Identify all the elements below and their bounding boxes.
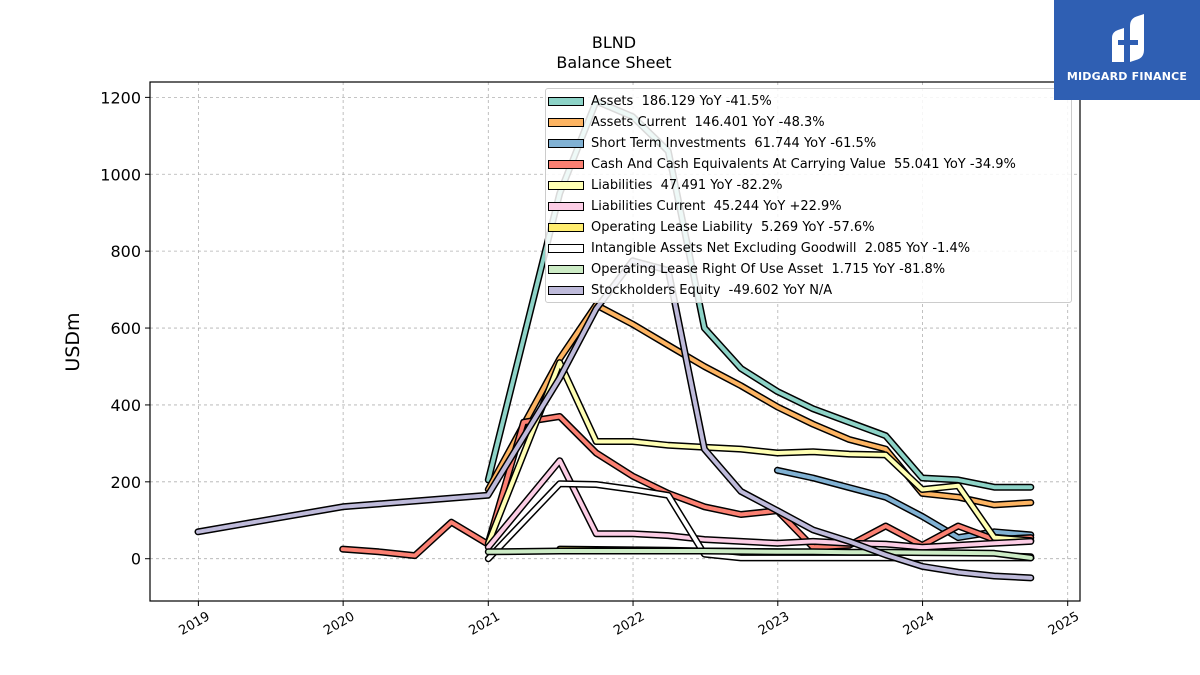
- legend-swatch: [548, 96, 584, 106]
- legend-label: Assets 186.129 YoY -41.5%: [591, 93, 772, 109]
- legend-label: Cash And Cash Equivalents At Carrying Va…: [591, 156, 1016, 172]
- legend-item: Assets 186.129 YoY -41.5%: [546, 91, 772, 111]
- legend-swatch: [548, 285, 584, 295]
- x-tick-label: 2022: [611, 609, 647, 639]
- series-line: [486, 481, 1033, 561]
- series-line: [486, 303, 1033, 507]
- series-lines: [194, 97, 1035, 582]
- series-4: [484, 359, 1035, 547]
- legend-item: Liabilities 47.491 YoY -82.2%: [546, 175, 783, 195]
- logo-icon: [1112, 14, 1144, 62]
- legend-swatch: [548, 117, 584, 127]
- brand-name: MIDGARD FINANCE: [1066, 70, 1188, 83]
- y-tick-label: 800: [110, 242, 141, 261]
- legend-label: Liabilities 47.491 YoY -82.2%: [591, 177, 783, 193]
- series-line: [196, 258, 1033, 580]
- legend-label: Stockholders Equity -49.602 YoY N/A: [591, 282, 833, 298]
- legend-item: Cash And Cash Equivalents At Carrying Va…: [546, 154, 1016, 174]
- series-5: [484, 457, 1035, 551]
- legend-label: Short Term Investments 61.744 YoY -61.5%: [591, 135, 877, 151]
- x-tick-label: 2023: [756, 609, 792, 639]
- x-axis: 2019 2020 2021 2022 2023 2024 2025: [177, 601, 1082, 639]
- legend-label: Assets Current 146.401 YoY -48.3%: [591, 114, 825, 130]
- legend-item: Operating Lease Right Of Use Asset 1.715…: [546, 259, 945, 279]
- legend-item: Intangible Assets Net Excluding Goodwill…: [546, 238, 970, 258]
- y-tick-label: 200: [110, 473, 141, 492]
- y-tick-label: 400: [110, 396, 141, 415]
- y-axis: 0 200 400 600 800 1000 1200: [100, 88, 150, 569]
- legend-swatch: [548, 264, 584, 274]
- series-line: [340, 414, 1033, 558]
- legend-item: Assets Current 146.401 YoY -48.3%: [546, 112, 825, 132]
- legend-swatch: [548, 222, 584, 232]
- series-1: [484, 301, 1035, 509]
- chart-legend: Assets 186.129 YoY -41.5% Assets Current …: [545, 88, 1072, 303]
- plot-frame: [149, 81, 1081, 602]
- legend-swatch: [548, 159, 584, 169]
- chart-title: BLND: [592, 33, 636, 52]
- series-8: [484, 547, 1035, 562]
- legend-label: Operating Lease Liability 5.269 YoY -57.…: [591, 219, 875, 235]
- y-tick-label: 0: [131, 550, 141, 569]
- series-7: [484, 480, 1035, 563]
- y-tick-label: 600: [110, 319, 141, 338]
- legend-item: Stockholders Equity -49.602 YoY N/A: [546, 280, 832, 300]
- legend-label: Intangible Assets Net Excluding Goodwill…: [591, 240, 971, 256]
- legend-item: Short Term Investments 61.744 YoY -61.5%: [546, 133, 876, 153]
- brand-logo: MIDGARD FINANCE: [1054, 0, 1200, 100]
- x-tick-label: 2019: [177, 609, 213, 639]
- series-line: [486, 458, 1033, 550]
- series-3: [339, 413, 1035, 560]
- x-tick-label: 2021: [466, 609, 502, 639]
- series-line: [486, 549, 1033, 560]
- series-line: [486, 360, 1033, 546]
- y-tick-label: 1000: [100, 165, 141, 184]
- legend-item: Liabilities Current 45.244 YoY +22.9%: [546, 196, 842, 216]
- legend-swatch: [548, 138, 584, 148]
- x-tick-label: 2025: [1046, 609, 1082, 639]
- legend-label: Liabilities Current 45.244 YoY +22.9%: [591, 198, 842, 214]
- y-axis-label: USDm: [62, 312, 84, 371]
- x-tick-label: 2020: [321, 609, 357, 639]
- legend-label: Operating Lease Right Of Use Asset 1.715…: [591, 261, 946, 277]
- legend-swatch: [548, 180, 584, 190]
- y-tick-label: 1200: [100, 88, 141, 107]
- legend-swatch: [548, 201, 584, 211]
- x-tick-label: 2024: [901, 609, 937, 639]
- legend-swatch: [548, 243, 584, 253]
- series-9: [194, 257, 1035, 582]
- legend-item: Operating Lease Liability 5.269 YoY -57.…: [546, 217, 875, 237]
- chart-subtitle: Balance Sheet: [556, 53, 671, 72]
